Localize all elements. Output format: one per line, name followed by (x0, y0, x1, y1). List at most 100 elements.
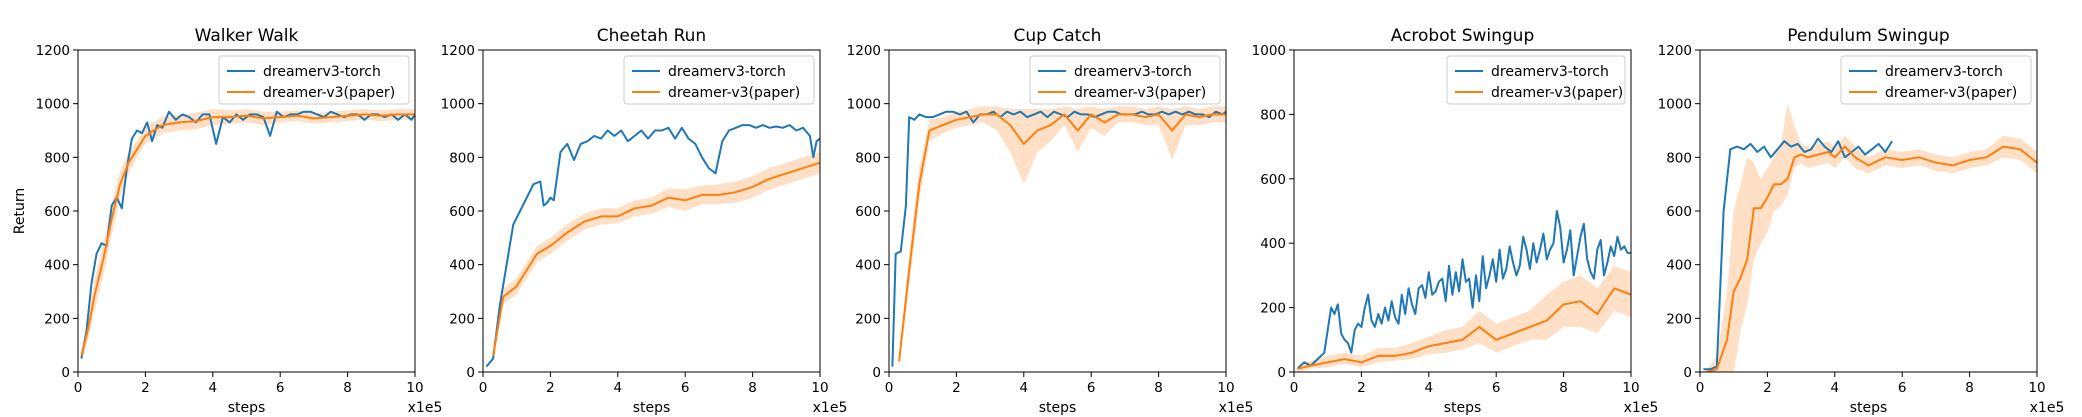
y-tick-label: 400 (1666, 258, 1692, 274)
y-tick-label: 0 (872, 365, 881, 381)
y-tick-label: 200 (1260, 301, 1286, 317)
x-tick-label: 4 (209, 380, 218, 396)
x-tick-label: 2 (952, 380, 961, 396)
y-tick-label: 1000 (36, 97, 70, 113)
legend-label: dreamerv3-torch (1885, 64, 2003, 80)
plot-area (485, 124, 820, 368)
series-paper-line (898, 113, 1226, 362)
y-tick-label: 1200 (847, 43, 881, 59)
x-tick-label: 2 (546, 380, 555, 396)
legend-label: dreamer-v3(paper) (1074, 85, 1206, 101)
y-tick-label: 1000 (441, 97, 475, 113)
legend: dreamerv3-torch dreamer-v3(paper) (218, 55, 410, 105)
x-tick-label: 10 (1622, 380, 1639, 396)
series-paper-band (1706, 103, 2037, 372)
y-tick-label: 1200 (1658, 43, 1692, 59)
y-tick-label: 800 (449, 150, 475, 166)
x-tick-label: 6 (276, 380, 285, 396)
x-tick-label: 10 (406, 380, 423, 396)
x-tick-label: 0 (74, 380, 83, 396)
legend-box (1840, 55, 2032, 105)
legend-box (623, 55, 815, 105)
y-tick-label: 400 (1260, 236, 1286, 252)
legend-box (218, 55, 410, 105)
y-tick-label: 0 (61, 365, 70, 381)
chart-3: 0 2 4 6 8 10 0 200 400 600 800 1000 Acrobot Swingup s… (1252, 26, 1659, 416)
y-tick-label: 1200 (36, 43, 70, 59)
legend-label: dreamer-v3(paper) (668, 85, 800, 101)
legend: dreamerv3-torch dreamer-v3(paper) (623, 55, 815, 105)
x-tick-label: 4 (1020, 380, 1029, 396)
x-tick-label: 4 (1831, 380, 1840, 396)
x-axis-label: steps (1850, 400, 1888, 416)
legend: dreamerv3-torch dreamer-v3(paper) (1029, 55, 1221, 105)
y-tick-label: 200 (449, 311, 475, 327)
x-tick-label: 8 (748, 380, 757, 396)
series-torch-line (485, 124, 820, 368)
x-axis-label: steps (228, 400, 266, 416)
legend-label: dreamerv3-torch (668, 64, 786, 80)
series-paper-band (899, 106, 1226, 367)
y-tick-label: 600 (44, 204, 70, 220)
y-tick-label: 200 (1666, 311, 1692, 327)
x-tick-label: 0 (885, 380, 894, 396)
series-paper-line (492, 161, 820, 357)
x-tick-label: 2 (141, 380, 150, 396)
legend-label: dreamerv3-torch (263, 64, 381, 80)
legend: dreamerv3-torch dreamer-v3(paper) (1840, 55, 2032, 105)
y-tick-label: 800 (44, 150, 70, 166)
y-axis-label: Return (12, 188, 28, 234)
legend-label: dreamer-v3(paper) (1885, 85, 2017, 101)
x-tick-label: 4 (1425, 380, 1434, 396)
x-tick-label: 10 (811, 380, 828, 396)
x-axis-label: steps (1444, 400, 1482, 416)
x-tick-label: 6 (1898, 380, 1907, 396)
plot-frame (1293, 49, 1632, 373)
x-tick-label: 0 (1290, 380, 1299, 396)
x-tick-label: 8 (1965, 380, 1974, 396)
chart-1: 0 2 4 6 8 10 0 200 400 600 800 1000 1200 Cheetah Run s… (441, 26, 848, 416)
x-tick-label: 6 (681, 380, 690, 396)
y-tick-label: 400 (449, 258, 475, 274)
y-tick-label: 1000 (1658, 97, 1692, 113)
chart-title: Acrobot Swingup (1391, 26, 1535, 46)
x-tick-label: 0 (1696, 380, 1705, 396)
x-tick-label: 8 (1559, 380, 1568, 396)
x-tick-label: 4 (614, 380, 623, 396)
y-tick-label: 600 (1260, 172, 1286, 188)
plot-area (891, 106, 1226, 367)
chart-4: 0 2 4 6 8 10 0 200 400 600 800 1000 1200 Pendulum Swi… (1658, 26, 2065, 416)
x-tick-label: 8 (1154, 380, 1163, 396)
y-tick-label: 0 (1683, 365, 1692, 381)
x-tick-label: 10 (1217, 380, 1234, 396)
y-tick-label: 800 (1260, 107, 1286, 123)
x-axis-label: steps (633, 400, 671, 416)
x-tick-label: 8 (343, 380, 352, 396)
x-tick-label: 10 (2028, 380, 2045, 396)
x-offset-label: x1e5 (813, 400, 848, 416)
y-tick-label: 600 (1666, 204, 1692, 220)
y-tick-label: 200 (44, 311, 70, 327)
y-tick-label: 1000 (847, 97, 881, 113)
series-paper-band (1297, 265, 1631, 372)
legend-label: dreamerv3-torch (1074, 64, 1192, 80)
x-offset-label: x1e5 (1624, 400, 1659, 416)
x-tick-label: 2 (1357, 380, 1366, 396)
x-offset-label: x1e5 (1219, 400, 1254, 416)
chart-title: Cup Catch (1014, 26, 1102, 46)
y-tick-label: 0 (466, 365, 475, 381)
series-paper-line (1706, 145, 2037, 372)
y-tick-label: 200 (855, 311, 881, 327)
plot-area (1703, 103, 2037, 372)
y-tick-label: 800 (1666, 150, 1692, 166)
x-tick-label: 6 (1492, 380, 1501, 396)
legend-label: dreamer-v3(paper) (1491, 85, 1623, 101)
y-tick-label: 1000 (1252, 43, 1286, 59)
chart-title: Cheetah Run (597, 26, 706, 46)
y-tick-label: 0 (1277, 365, 1286, 381)
chart-0: 0 2 4 6 8 10 0 200 400 600 800 1000 1200 Walker Walk s… (12, 26, 442, 416)
y-tick-label: 600 (449, 204, 475, 220)
y-tick-label: 600 (855, 204, 881, 220)
x-offset-label: x1e5 (2030, 400, 2065, 416)
